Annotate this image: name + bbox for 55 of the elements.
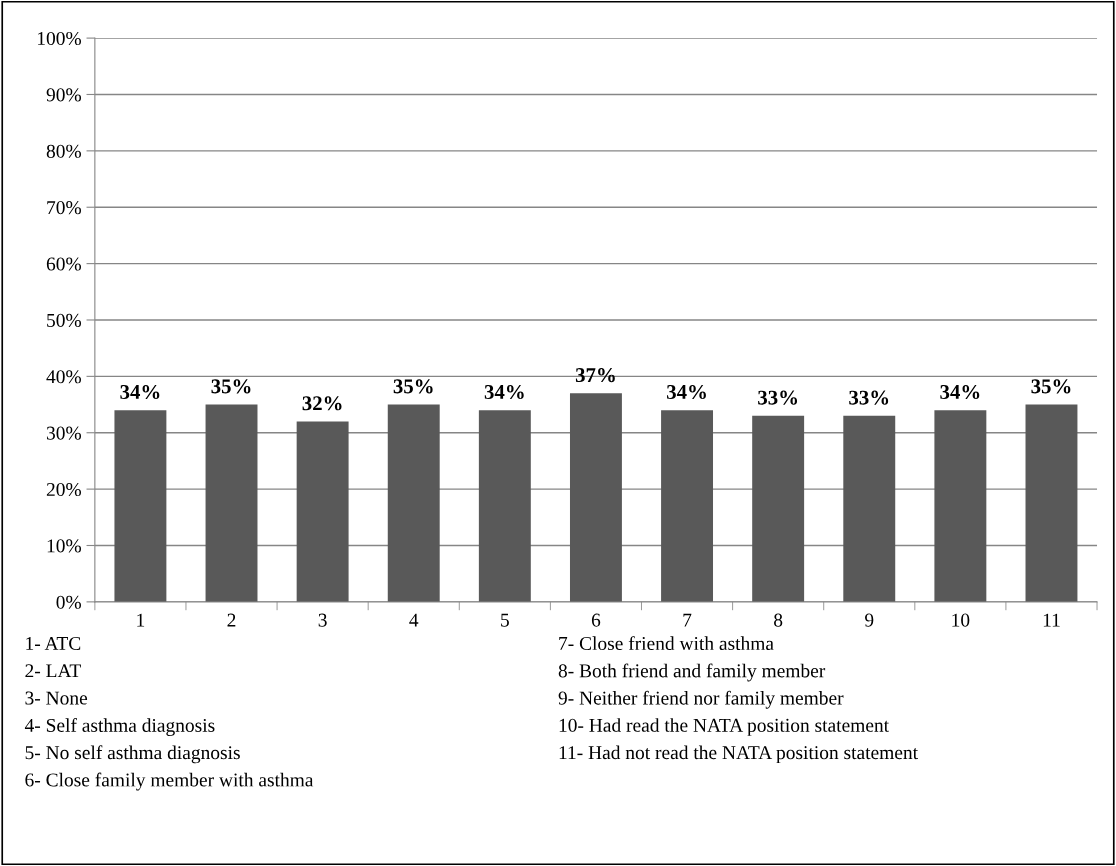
text: 8- Both friend and family member bbox=[558, 663, 826, 682]
bar bbox=[569, 393, 622, 602]
y-tick-label: 40% bbox=[46, 370, 81, 384]
bar bbox=[296, 421, 349, 602]
data-label: 35% bbox=[211, 379, 251, 394]
text: 1- ATC bbox=[26, 636, 81, 651]
x-tick-label: 5 bbox=[501, 613, 509, 627]
bar bbox=[1025, 404, 1078, 602]
x-tick-label: 10 bbox=[952, 613, 970, 627]
text: 10- Had read the NATA position statement bbox=[559, 718, 889, 736]
text: 5- No self asthma diagnosis bbox=[25, 745, 240, 764]
y-tick-label: 70% bbox=[47, 201, 81, 215]
y-tick-label: 10% bbox=[47, 539, 81, 553]
text: 9- Neither friend nor family member bbox=[558, 690, 844, 709]
text: 3- None bbox=[25, 691, 88, 705]
data-label: 34% bbox=[940, 384, 980, 400]
text: 6- Close family member with asthma bbox=[25, 772, 314, 791]
y-tick-label: 50% bbox=[47, 313, 81, 327]
text: 2- LAT bbox=[25, 664, 81, 678]
x-tick-label: 9 bbox=[865, 613, 874, 627]
x-tick-label: 6 bbox=[591, 613, 601, 627]
data-label: 34% bbox=[667, 384, 706, 400]
data-label: 35% bbox=[1031, 379, 1071, 394]
bar bbox=[843, 415, 896, 602]
x-tick-label: 2 bbox=[227, 613, 236, 627]
x-tick-label: 4 bbox=[409, 613, 419, 627]
y-tick-label: 100% bbox=[38, 31, 81, 46]
text: 11- Had not read the NATA position statement bbox=[559, 745, 918, 764]
y-tick-label: 30% bbox=[46, 426, 81, 440]
y-tick-label: 0% bbox=[56, 595, 81, 609]
data-label: 32% bbox=[302, 396, 342, 411]
bar bbox=[205, 404, 258, 602]
bar bbox=[752, 415, 805, 602]
data-label: 37% bbox=[575, 368, 615, 383]
y-tick-label: 60% bbox=[46, 257, 81, 271]
data-label: 34% bbox=[120, 384, 160, 400]
bar bbox=[934, 410, 987, 602]
data-label: 35% bbox=[393, 379, 433, 394]
data-label: 34% bbox=[484, 384, 524, 400]
x-tick-label: 3 bbox=[318, 613, 327, 627]
bar bbox=[387, 404, 440, 602]
bar bbox=[114, 410, 167, 602]
x-tick-label: 11 bbox=[1043, 613, 1060, 627]
bar bbox=[478, 410, 531, 602]
y-tick-label: 20% bbox=[46, 482, 81, 497]
data-label: 33% bbox=[758, 390, 798, 405]
y-tick-label: 80% bbox=[46, 144, 81, 158]
x-tick-label: 1 bbox=[137, 613, 145, 627]
text: 7- Close friend with asthma bbox=[559, 636, 774, 651]
data-label: 33% bbox=[849, 390, 889, 405]
bar bbox=[661, 410, 714, 602]
text: 4- Self asthma diagnosis bbox=[24, 718, 215, 736]
y-tick-label: 90% bbox=[46, 88, 81, 102]
x-tick-label: 7 bbox=[683, 613, 692, 627]
x-tick-label: 8 bbox=[774, 613, 783, 627]
